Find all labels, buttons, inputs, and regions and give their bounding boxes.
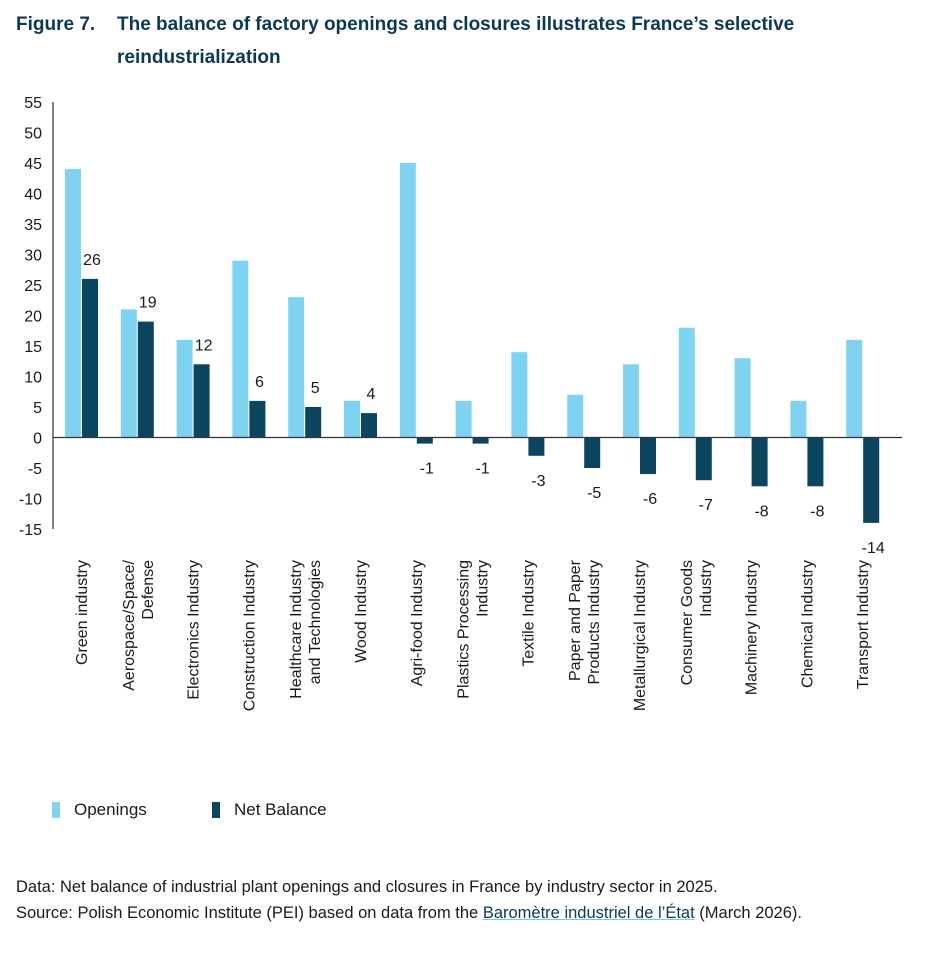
net-balance-data-label: -7 xyxy=(699,497,713,514)
x-category-label: Chemical Industry xyxy=(799,560,816,688)
net-balance-bar xyxy=(137,321,154,438)
chart-notes: Data: Net balance of industrial plant op… xyxy=(16,876,916,928)
net-balance-data-label: -1 xyxy=(420,461,434,478)
net-balance-data-label: -5 xyxy=(587,485,601,502)
openings-bar xyxy=(344,400,360,438)
openings-bar xyxy=(176,339,193,438)
openings-bar xyxy=(734,358,751,438)
net-balance-data-label: 4 xyxy=(367,386,376,403)
y-tick-label: 50 xyxy=(24,126,42,143)
y-tick-label: -5 xyxy=(28,461,42,478)
net-balance-data-label: 19 xyxy=(139,295,157,312)
x-category-label: Consumer Goods Industry xyxy=(679,560,715,685)
x-category-label: Paper and Paper Products Industry xyxy=(567,559,603,684)
x-category-label: Transport Industry xyxy=(855,560,872,689)
x-category-label: Aerospace/Space/Defense xyxy=(121,559,157,690)
y-tick-label: -10 xyxy=(19,492,42,509)
legend-openings-swatch xyxy=(52,802,60,818)
x-category-label: Textile Industry xyxy=(520,560,537,667)
legend-net-balance: Net Balance xyxy=(212,800,327,820)
net-balance-data-label: -3 xyxy=(531,473,545,490)
x-category-label: Construction Industry xyxy=(241,560,258,711)
y-tick-label: 30 xyxy=(24,248,42,265)
net-balance-data-label: -8 xyxy=(754,503,768,520)
source-suffix: (March 2026). xyxy=(694,904,802,922)
net-balance-bar xyxy=(361,413,377,438)
net-balance-data-label: -6 xyxy=(643,491,657,508)
x-category-label: Green industry xyxy=(74,560,91,665)
net-balance-bar xyxy=(82,278,98,438)
net-balance-data-label: -14 xyxy=(862,540,885,557)
openings-bar xyxy=(399,163,416,438)
y-tick-label: 10 xyxy=(24,370,42,387)
x-category-label: Electronics Industry xyxy=(186,560,203,700)
y-tick-label: 25 xyxy=(24,278,42,295)
figure-number: Figure 7. xyxy=(16,14,96,35)
openings-bar xyxy=(678,327,695,438)
net-balance-bar xyxy=(863,437,880,523)
x-category-label: Metallurgical Industry xyxy=(632,560,649,711)
source-prefix: Source: Polish Economic Institute (PEI) … xyxy=(16,904,483,922)
net-balance-data-label: 5 xyxy=(311,380,320,397)
openings-bar xyxy=(288,297,305,438)
net-balance-data-label: 26 xyxy=(83,252,101,269)
legend-openings: Openings xyxy=(52,800,147,820)
x-category-label: Machinery Industry xyxy=(744,560,761,695)
openings-bar xyxy=(65,169,81,438)
y-tick-label: 20 xyxy=(24,309,42,326)
openings-bar xyxy=(511,352,528,438)
y-tick-label: 45 xyxy=(24,156,42,173)
net-balance-data-label: -8 xyxy=(810,503,824,520)
openings-bar xyxy=(846,339,863,438)
net-balance-bar xyxy=(193,364,210,438)
net-balance-data-label: 6 xyxy=(255,374,264,391)
y-tick-label: 5 xyxy=(33,400,42,417)
net-balance-data-label: -1 xyxy=(475,461,489,478)
figure-title-text: The balance of factory openings and clos… xyxy=(117,14,795,68)
net-balance-bar xyxy=(807,437,824,487)
y-tick-label: 55 xyxy=(24,95,42,112)
net-balance-bar xyxy=(584,437,601,468)
y-tick-label: 0 xyxy=(33,431,42,448)
net-balance-bar xyxy=(751,437,768,487)
y-tick-label: -15 xyxy=(19,522,42,539)
net-balance-bar xyxy=(249,400,266,438)
net-balance-bar xyxy=(528,437,545,456)
data-note: Data: Net balance of industrial plant op… xyxy=(16,878,718,896)
x-category-label: Wood Industry xyxy=(353,560,370,663)
y-tick-label: 40 xyxy=(24,187,42,204)
net-balance-data-label: 12 xyxy=(195,337,213,354)
source-note: Source: Polish Economic Institute (PEI) … xyxy=(16,902,916,924)
net-balance-bar xyxy=(416,437,433,444)
net-balance-bar xyxy=(640,437,656,475)
x-category-label: Healthcare Industry and Technologies xyxy=(288,560,324,699)
openings-bar xyxy=(455,400,472,438)
openings-bar xyxy=(790,400,807,438)
legend-openings-label: Openings xyxy=(74,800,147,819)
openings-bar xyxy=(232,260,249,438)
x-category-label: Plastics Processing Industry xyxy=(456,560,492,699)
y-tick-label: 15 xyxy=(24,339,42,356)
openings-bar xyxy=(120,309,137,438)
legend-net-balance-label: Net Balance xyxy=(234,800,327,819)
openings-bar xyxy=(623,364,639,438)
x-category-label: Agri-food Industry xyxy=(409,560,426,686)
net-balance-bar xyxy=(472,437,489,444)
net-balance-bar xyxy=(305,407,322,438)
source-link[interactable]: Baromètre industriel de l’État xyxy=(482,904,695,922)
legend-net-balance-swatch xyxy=(212,802,220,818)
y-tick-label: 35 xyxy=(24,217,42,234)
net-balance-bar xyxy=(695,437,712,481)
openings-bar xyxy=(567,394,584,438)
